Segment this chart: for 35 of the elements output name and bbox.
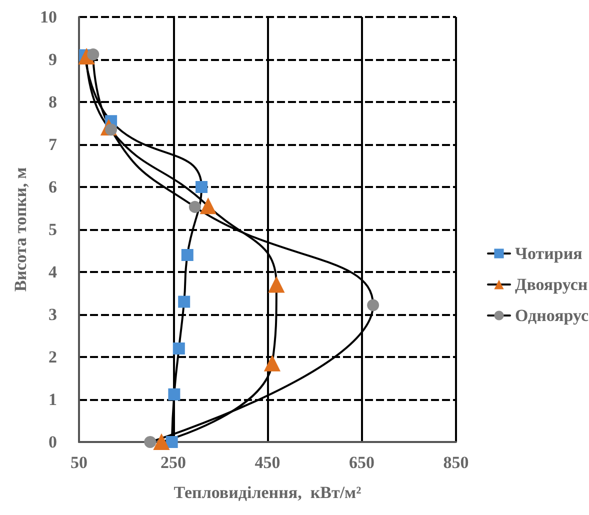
- y-tick-label: 8: [48, 92, 57, 112]
- point: [153, 434, 170, 450]
- y-tick-label: 1: [48, 390, 57, 409]
- point: [181, 249, 194, 261]
- y-tick-label: 10: [40, 8, 57, 26]
- y-tick-label: 3: [48, 305, 57, 324]
- y-tick-label: 5: [48, 220, 57, 239]
- y-tick-label: 2: [48, 348, 57, 366]
- point: [172, 342, 185, 354]
- legend-label: Чотирия: [515, 244, 582, 263]
- point: [178, 296, 190, 308]
- y-axis-title: Висота топки, м: [11, 166, 30, 292]
- point: [367, 299, 380, 312]
- x-axis-title: Тепловиділення, кВт/м²: [174, 483, 362, 502]
- point: [166, 436, 178, 448]
- point: [268, 276, 284, 293]
- point: [200, 198, 216, 214]
- x-tick-label: 250: [160, 453, 186, 472]
- y-tick-label: 4: [48, 262, 58, 282]
- point: [168, 388, 180, 400]
- x-tick-label: 850: [443, 453, 469, 472]
- x-tick-label: 650: [349, 453, 374, 472]
- point: [188, 200, 201, 213]
- y-tick-label: 7: [48, 135, 58, 154]
- y-tick-label: 9: [48, 50, 57, 69]
- point: [144, 436, 156, 448]
- point: [87, 48, 100, 60]
- legend-label: Двоярусн: [515, 275, 588, 294]
- x-tick-label: 50: [70, 453, 88, 472]
- y-tick-label: 6: [48, 178, 57, 196]
- y-tick-label: 0: [48, 432, 57, 452]
- legend-label: Одноярус: [515, 306, 589, 325]
- point: [196, 181, 208, 193]
- point: [264, 355, 280, 372]
- x-tick-label: 450: [254, 453, 280, 472]
